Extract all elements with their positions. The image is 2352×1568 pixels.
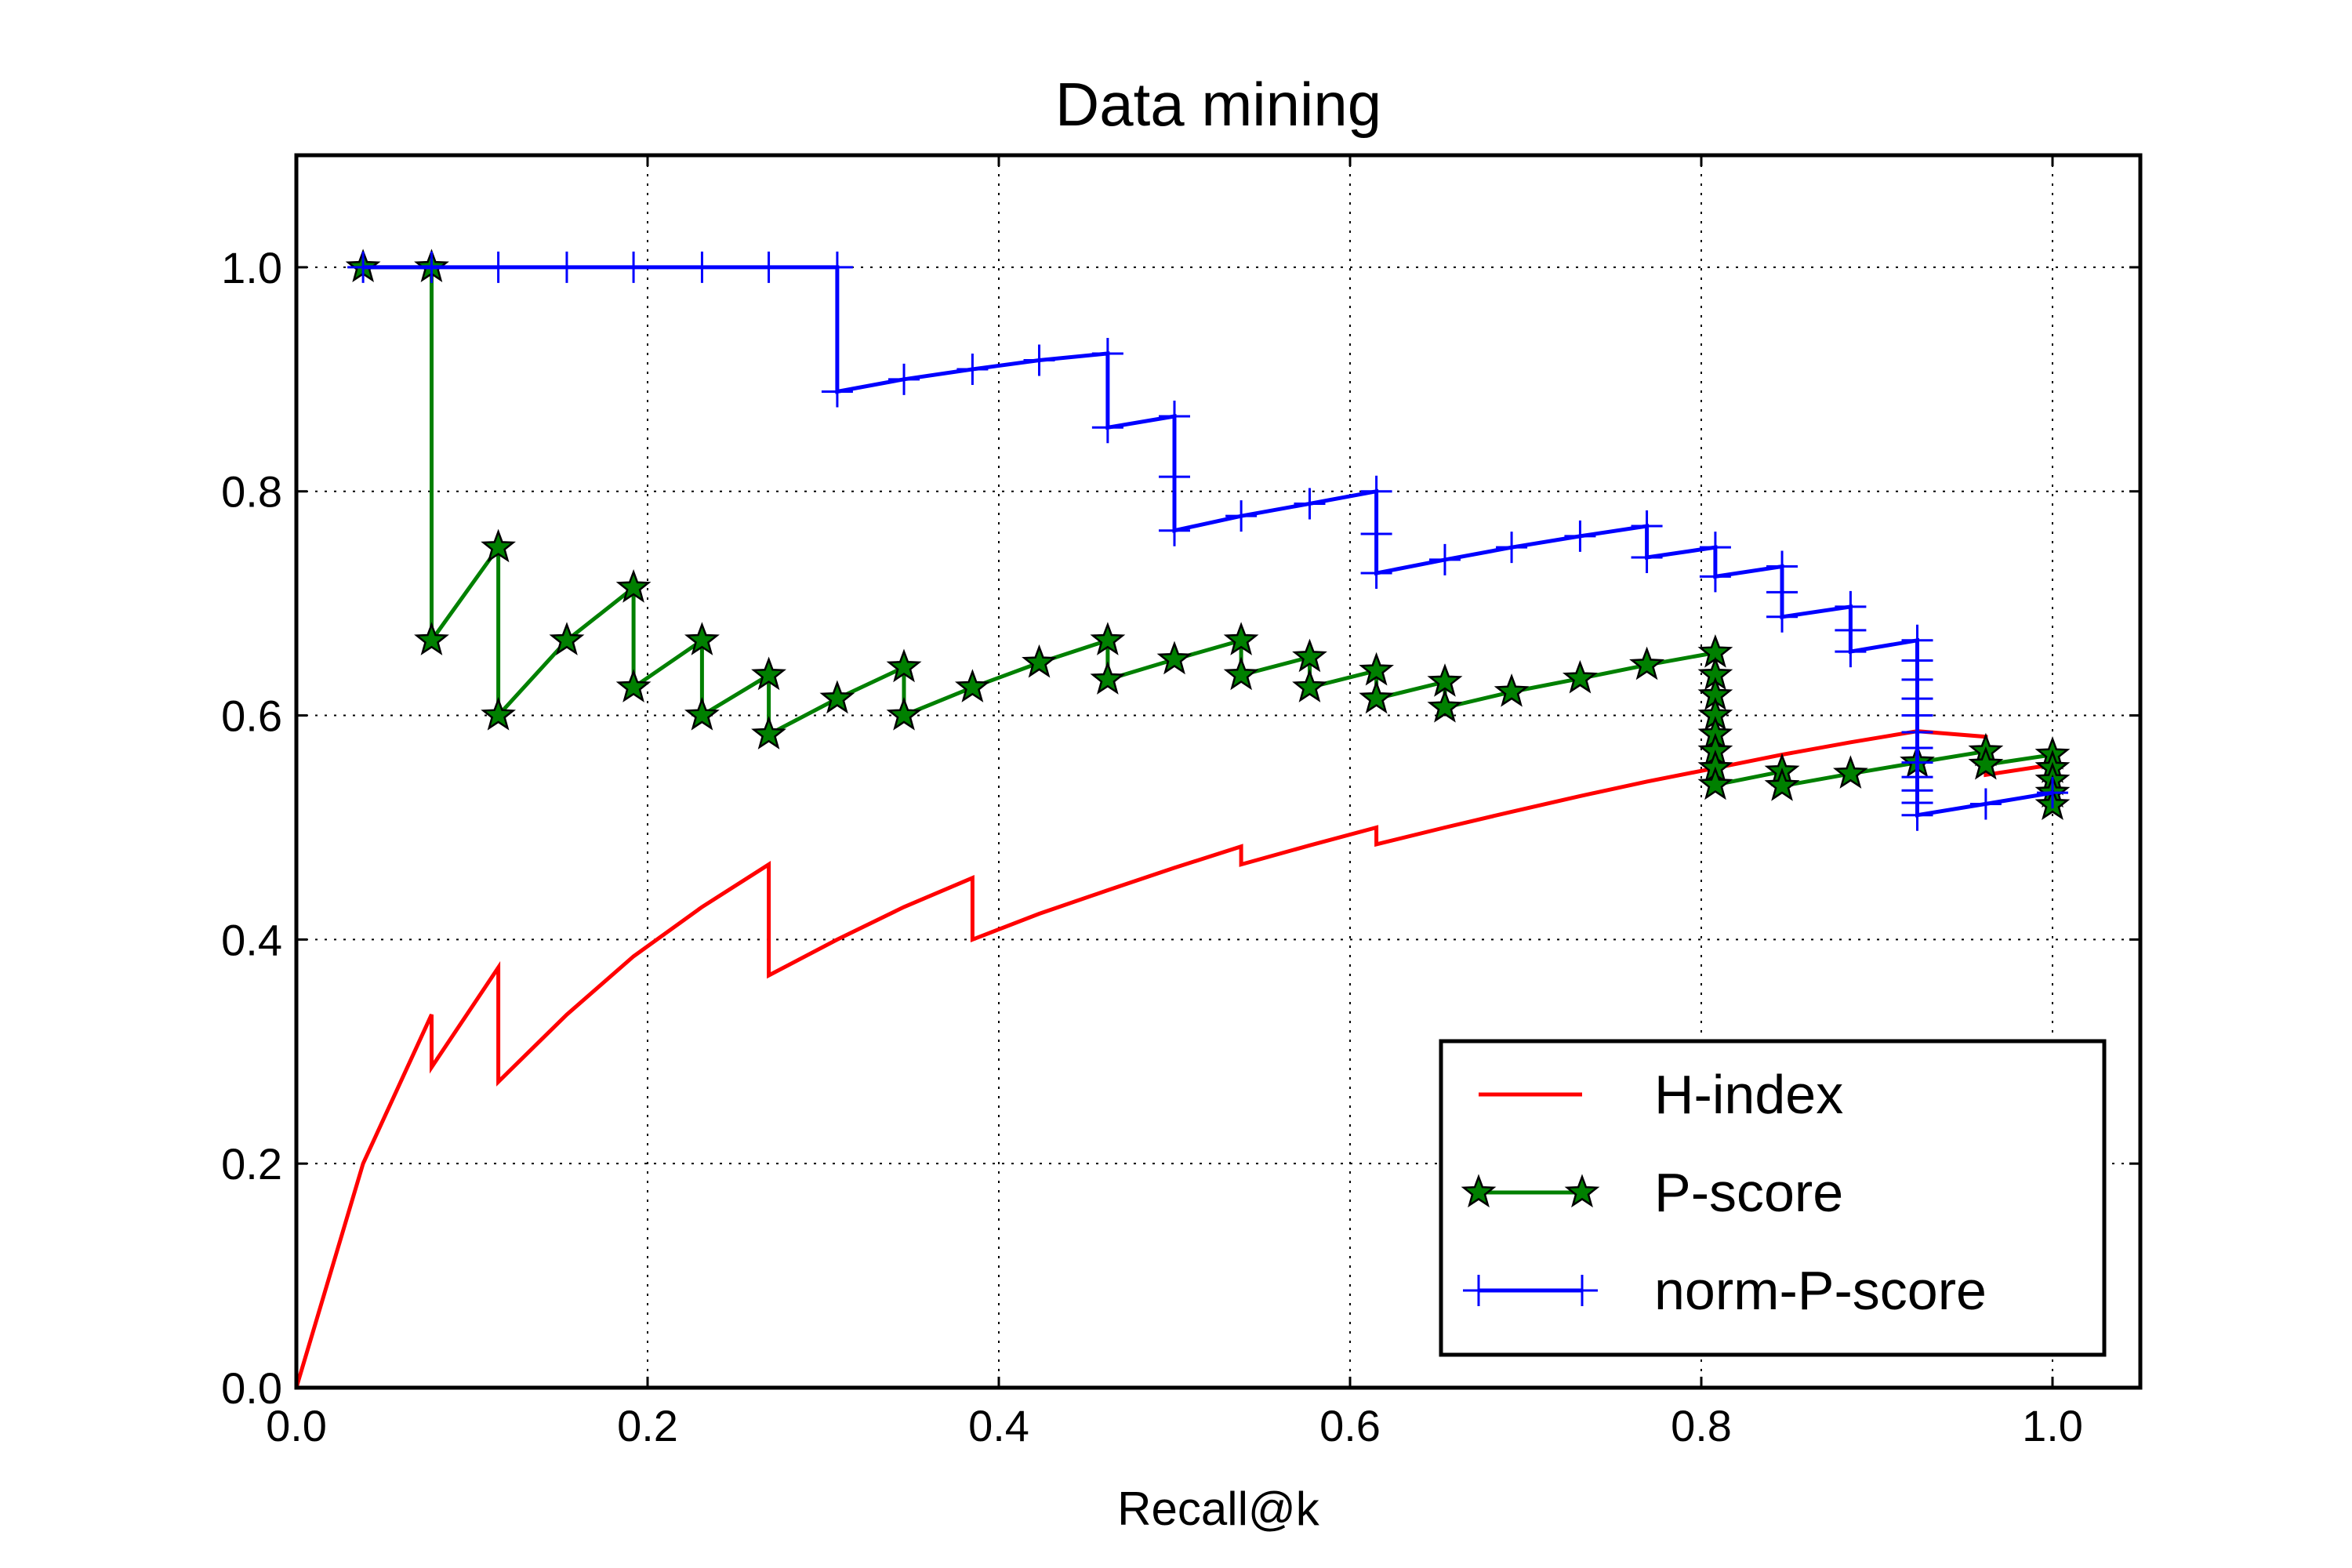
data-point xyxy=(1631,510,1663,543)
plot-series xyxy=(294,249,2071,1388)
data-point xyxy=(1968,746,2004,780)
y-tick-label: 0.6 xyxy=(221,691,282,741)
data-point xyxy=(549,622,585,655)
x-tick-label: 0.4 xyxy=(968,1401,1029,1450)
x-tick-label: 0.6 xyxy=(1319,1401,1381,1450)
x-tick-label: 0.2 xyxy=(617,1401,678,1450)
data-point xyxy=(1022,644,1057,678)
data-point xyxy=(414,622,449,655)
data-point xyxy=(1223,622,1259,655)
data-point xyxy=(1292,638,1327,673)
data-point xyxy=(684,622,720,655)
data-point xyxy=(888,363,920,395)
data-point xyxy=(1427,663,1463,697)
legend-marker xyxy=(1463,1275,1494,1306)
data-point xyxy=(1699,561,1731,593)
legend-label: norm-P-score xyxy=(1654,1260,1987,1321)
data-point xyxy=(1091,412,1123,444)
y-tick-label: 0.8 xyxy=(221,467,282,517)
data-point xyxy=(347,251,379,283)
legend-entry: H-index xyxy=(1479,1064,1843,1125)
data-point xyxy=(1359,652,1394,686)
legend-label: H-index xyxy=(1654,1064,1843,1125)
y-tick-label: 0.4 xyxy=(221,915,282,964)
data-point xyxy=(1833,755,1868,789)
data-point xyxy=(1159,400,1190,432)
legend: H-index P-score norm-P-score xyxy=(1439,1039,2107,1357)
data-point xyxy=(751,656,787,691)
data-point xyxy=(1159,514,1190,546)
data-point xyxy=(1359,680,1394,714)
data-point xyxy=(416,251,448,283)
data-point xyxy=(956,353,989,385)
legend-marker xyxy=(1564,1174,1600,1208)
data-point xyxy=(481,696,516,731)
data-point xyxy=(1697,766,1733,800)
x-tick-label: 1.0 xyxy=(2022,1401,2083,1450)
x-tick-label: 0.0 xyxy=(266,1401,327,1450)
data-point xyxy=(1360,475,1392,507)
data-point xyxy=(1564,520,1596,552)
data-point xyxy=(1496,532,1528,564)
legend-entry: norm-P-score xyxy=(1463,1260,1987,1321)
data-point xyxy=(1292,669,1327,702)
data-point xyxy=(618,251,650,283)
data-point xyxy=(1156,641,1192,675)
plot-frame xyxy=(294,153,2143,1390)
legend-marker xyxy=(1566,1275,1598,1306)
data-point xyxy=(1225,500,1258,532)
data-point xyxy=(1023,344,1055,376)
y-tick-label: 1.0 xyxy=(221,243,282,292)
axis-ticks: 0.0 0.2 0.4 0.6 0.8 1.0 0.0 0.2 0.4 0.6 0.8 1.0 xyxy=(221,155,2140,1450)
data-point xyxy=(1764,768,1800,801)
data-point xyxy=(684,696,720,731)
data-point xyxy=(1091,337,1123,369)
data-point xyxy=(1766,601,1798,633)
data-point xyxy=(2037,777,2068,809)
legend-marker xyxy=(1461,1174,1497,1208)
legend-label: P-score xyxy=(1654,1162,1843,1223)
data-point xyxy=(751,716,787,750)
y-tick-label: 0.2 xyxy=(221,1139,282,1189)
data-point xyxy=(1629,646,1665,681)
data-point xyxy=(819,680,855,714)
data-point xyxy=(615,669,652,702)
data-point xyxy=(686,251,718,283)
data-point xyxy=(1969,788,2002,820)
x-tick-label: 0.8 xyxy=(1671,1401,1732,1450)
series-norm-p-score xyxy=(347,251,2068,831)
data-point xyxy=(1562,659,1598,694)
chart-title: Data mining xyxy=(1055,70,1381,139)
data-point xyxy=(1090,661,1126,695)
data-point xyxy=(753,251,785,283)
data-point xyxy=(955,669,990,702)
data-point xyxy=(1631,542,1663,574)
data-point xyxy=(481,528,516,563)
data-point xyxy=(1428,543,1461,575)
data-point xyxy=(482,251,514,283)
data-point xyxy=(886,696,922,731)
data-point xyxy=(550,251,583,283)
data-point xyxy=(821,251,853,283)
data-point xyxy=(1159,461,1190,493)
y-tick-label: 0.0 xyxy=(221,1363,282,1413)
data-point xyxy=(1360,518,1392,550)
data-point xyxy=(615,569,652,603)
data-point xyxy=(821,376,853,408)
data-point xyxy=(1699,532,1731,564)
series-line xyxy=(294,729,2053,1388)
data-point xyxy=(1835,636,1867,668)
data-point xyxy=(1294,488,1326,520)
data-point xyxy=(1901,799,1933,831)
legend-entry: P-score xyxy=(1461,1162,1843,1223)
data-point xyxy=(886,648,922,683)
series-h-index xyxy=(294,729,2053,1388)
data-point xyxy=(1360,557,1392,590)
data-point xyxy=(1427,688,1463,723)
x-axis-label: Recall@k xyxy=(1117,1483,1320,1535)
data-point xyxy=(1223,656,1259,691)
data-point xyxy=(1494,673,1530,707)
data-point xyxy=(1090,622,1126,655)
